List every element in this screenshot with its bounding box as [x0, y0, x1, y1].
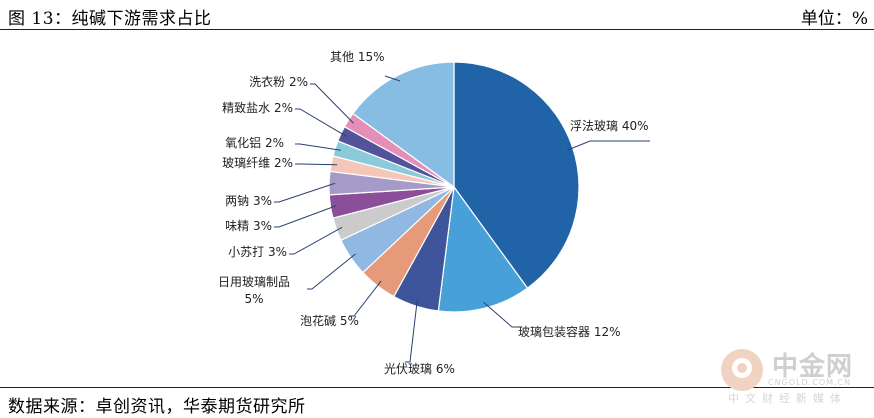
leader-line-6 — [274, 205, 337, 228]
slice-label-7: 两钠 3% — [225, 193, 272, 208]
watermark-url: CNGOLD.COM.CN — [768, 378, 852, 387]
slice-label-5: 小苏打 3% — [228, 245, 287, 259]
leader-line-1 — [483, 301, 522, 328]
slice-label-3: 泡花碱 5% — [300, 313, 359, 328]
leader-line-7 — [274, 182, 336, 203]
pie-chart: 浮法玻璃 40% 玻璃包装容器 12% 光伏玻璃 6% 泡花碱 5% 日用玻璃制品 5% 小… — [218, 50, 650, 376]
leader-line-4 — [307, 253, 356, 290]
slice-label-1: 玻璃包装容器 12% — [518, 324, 621, 339]
leader-line-2 — [405, 300, 418, 363]
slice-label-8: 玻璃纤维 2% — [222, 156, 293, 170]
slice-labels: 浮法玻璃 40% 玻璃包装容器 12% 光伏玻璃 6% 泡花碱 5% 日用玻璃制品 5% 小… — [218, 50, 649, 376]
leader-line-3 — [349, 280, 382, 317]
source-note: 数据来源：卓创资讯，华泰期货研究所 — [8, 397, 306, 417]
bottom-rule — [0, 387, 874, 388]
pie-slices — [328, 61, 580, 313]
slice-label-6: 味精 3% — [225, 219, 272, 233]
watermark: 中金网 CNGOLD.COM.CN 中文财经新媒体 — [718, 344, 868, 414]
slice-label-4-0: 日用玻璃制品 — [218, 275, 290, 289]
slice-label-0: 浮法玻璃 40% — [570, 119, 649, 133]
leader-line-11 — [310, 83, 354, 124]
leader-line-9 — [295, 143, 341, 151]
slice-label-9: 氧化铝 2% — [225, 135, 284, 150]
slice-label-12: 其他 15% — [330, 50, 385, 64]
leader-line-8 — [295, 163, 338, 166]
leader-line-12 — [384, 75, 401, 82]
slice-label-2: 光伏玻璃 6% — [384, 362, 455, 376]
figure-title: 图 13：纯碱下游需求占比 — [8, 9, 212, 29]
leader-line-0 — [566, 140, 650, 151]
slice-label-11: 洗衣粉 2% — [249, 74, 308, 89]
unit-label: 单位：% — [800, 9, 868, 29]
pie-slice-1 — [437, 185, 529, 313]
slice-label-4-1: 5% — [244, 292, 263, 306]
watermark-logo-icon — [721, 349, 763, 391]
pie-slice-12 — [352, 61, 455, 189]
watermark-name: 中金网 — [772, 352, 854, 382]
slice-label-10: 精致盐水 2% — [222, 101, 293, 115]
leader-line-10 — [295, 108, 347, 137]
top-rule — [0, 29, 874, 30]
leader-lines — [274, 75, 650, 363]
watermark-subtitle: 中文财经新媒体 — [728, 392, 847, 405]
leader-line-5 — [289, 226, 343, 255]
